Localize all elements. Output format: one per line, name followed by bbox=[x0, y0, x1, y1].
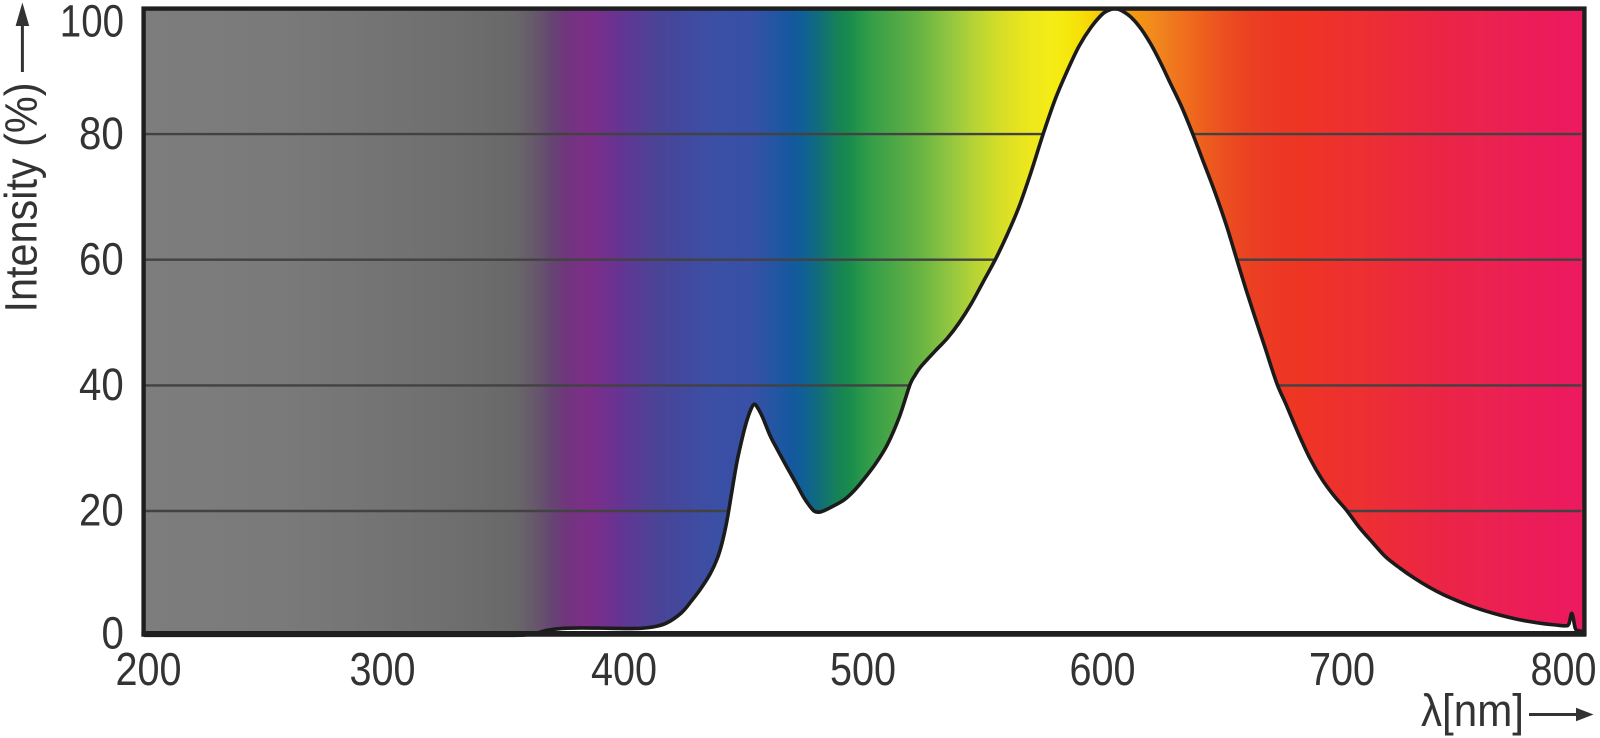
svg-text:60: 60 bbox=[79, 234, 124, 285]
svg-text:0: 0 bbox=[102, 608, 124, 659]
svg-text:λ[nm]: λ[nm] bbox=[1421, 685, 1524, 736]
svg-text:80: 80 bbox=[79, 108, 124, 159]
svg-text:40: 40 bbox=[79, 359, 124, 410]
svg-text:600: 600 bbox=[1070, 643, 1136, 695]
svg-text:700: 700 bbox=[1309, 643, 1375, 695]
svg-text:400: 400 bbox=[591, 643, 657, 695]
svg-text:500: 500 bbox=[830, 643, 896, 695]
svg-text:20: 20 bbox=[79, 485, 124, 536]
svg-text:100: 100 bbox=[60, 0, 124, 47]
svg-text:800: 800 bbox=[1531, 643, 1597, 695]
svg-text:200: 200 bbox=[116, 643, 182, 695]
svg-text:Intensity (%): Intensity (%) bbox=[0, 83, 47, 313]
svg-text:300: 300 bbox=[350, 643, 416, 695]
